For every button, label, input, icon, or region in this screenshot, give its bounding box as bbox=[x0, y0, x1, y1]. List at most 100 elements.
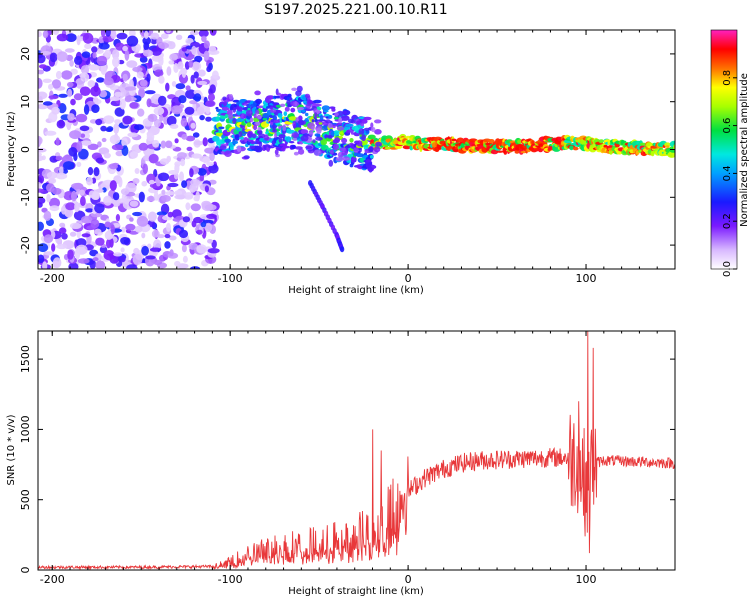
branch-blob bbox=[339, 246, 345, 253]
noise-blob bbox=[88, 64, 100, 71]
noise-blob bbox=[205, 100, 216, 107]
noise-blob bbox=[166, 222, 171, 232]
signal-halo bbox=[329, 149, 334, 155]
signal-halo bbox=[335, 157, 344, 162]
noise-blob bbox=[71, 190, 77, 202]
noise-blob bbox=[133, 124, 144, 131]
signal-blob bbox=[311, 119, 315, 123]
noise-blob bbox=[67, 81, 74, 88]
noise-blob bbox=[158, 56, 164, 66]
noise-blob bbox=[103, 77, 114, 86]
noise-blob bbox=[193, 71, 199, 79]
signal-halo bbox=[294, 146, 303, 150]
noise-blob bbox=[48, 177, 57, 184]
noise-blob bbox=[138, 87, 146, 99]
noise-blob bbox=[197, 69, 206, 77]
signal-halo bbox=[341, 137, 348, 144]
noise-blob bbox=[169, 249, 174, 257]
noise-blob bbox=[48, 95, 59, 100]
noise-blob bbox=[208, 93, 215, 102]
signal-blob bbox=[218, 128, 222, 134]
signal-blob bbox=[221, 106, 230, 111]
y-tick-label: 10 bbox=[19, 95, 32, 109]
noise-blob bbox=[129, 217, 134, 222]
noise-blob bbox=[168, 235, 177, 241]
noise-blob bbox=[43, 234, 54, 244]
noise-blob bbox=[132, 178, 140, 184]
signal-blob bbox=[215, 116, 221, 122]
signal-halo bbox=[257, 115, 262, 120]
y-tick-label: 20 bbox=[19, 47, 32, 61]
signal-halo bbox=[245, 110, 253, 117]
noise-blob bbox=[212, 209, 219, 216]
noise-blob bbox=[206, 161, 215, 167]
noise-blob bbox=[70, 98, 76, 106]
noise-blob bbox=[112, 49, 120, 60]
signal-blob bbox=[328, 114, 333, 119]
signal-blob bbox=[318, 122, 323, 125]
colorbar-gradient bbox=[710, 29, 738, 270]
noise-blob bbox=[89, 259, 96, 269]
noise-blob bbox=[147, 113, 158, 122]
noise-blob bbox=[146, 195, 156, 202]
noise-blob bbox=[122, 115, 133, 125]
noise-blob bbox=[148, 179, 155, 185]
noise-blob bbox=[208, 88, 213, 95]
signal-halo bbox=[334, 112, 339, 116]
noise-blob bbox=[80, 196, 86, 207]
colorbar-tick-label: 0.8 bbox=[722, 70, 733, 86]
noise-blob bbox=[197, 168, 207, 176]
noise-blob bbox=[124, 95, 132, 103]
noise-blob bbox=[190, 178, 201, 186]
signal-halo bbox=[336, 110, 344, 117]
signal-blob bbox=[572, 146, 579, 151]
signal-halo bbox=[353, 147, 359, 154]
signal-blob bbox=[639, 142, 647, 146]
noise-blob bbox=[56, 51, 68, 62]
signal-halo bbox=[338, 117, 343, 124]
signal-halo bbox=[253, 124, 258, 131]
noise-blob bbox=[61, 70, 73, 80]
noise-blob bbox=[126, 60, 138, 68]
noise-blob bbox=[174, 161, 181, 168]
noise-blob bbox=[199, 115, 205, 121]
noise-blob bbox=[73, 93, 83, 101]
signal-halo bbox=[282, 124, 287, 132]
noise-blob bbox=[132, 211, 143, 217]
noise-blob bbox=[207, 239, 213, 244]
noise-blob bbox=[42, 30, 49, 39]
noise-blob bbox=[151, 229, 160, 238]
noise-blob bbox=[80, 140, 92, 146]
noise-blob bbox=[202, 156, 211, 164]
y-tick-label: 1000 bbox=[19, 415, 32, 443]
signal-halo bbox=[314, 112, 318, 119]
noise-blob bbox=[67, 113, 75, 121]
noise-blob bbox=[79, 125, 90, 132]
noise-blob bbox=[96, 55, 108, 66]
noise-blob bbox=[189, 168, 194, 178]
noise-blob bbox=[201, 35, 207, 42]
noise-blob bbox=[87, 80, 96, 88]
noise-blob bbox=[122, 45, 128, 52]
signal-halo bbox=[325, 119, 331, 124]
noise-blob bbox=[175, 34, 183, 40]
noise-blob bbox=[116, 32, 128, 40]
noise-blob bbox=[38, 243, 49, 253]
noise-blob bbox=[118, 198, 125, 204]
noise-blob bbox=[44, 130, 57, 136]
noise-blob bbox=[103, 115, 115, 124]
signal-halo bbox=[232, 117, 237, 125]
signal-halo bbox=[250, 140, 256, 145]
noise-blob bbox=[168, 170, 179, 175]
noise-blob bbox=[114, 119, 121, 124]
signal-halo bbox=[286, 100, 291, 105]
noise-blob bbox=[120, 247, 125, 253]
noise-blob bbox=[101, 137, 107, 143]
noise-blob bbox=[146, 73, 151, 83]
signal-blob bbox=[313, 103, 322, 107]
signal-blob bbox=[369, 155, 374, 159]
noise-blob bbox=[80, 72, 90, 82]
x-tick-label: 0 bbox=[405, 272, 412, 285]
signal-halo bbox=[333, 143, 339, 151]
